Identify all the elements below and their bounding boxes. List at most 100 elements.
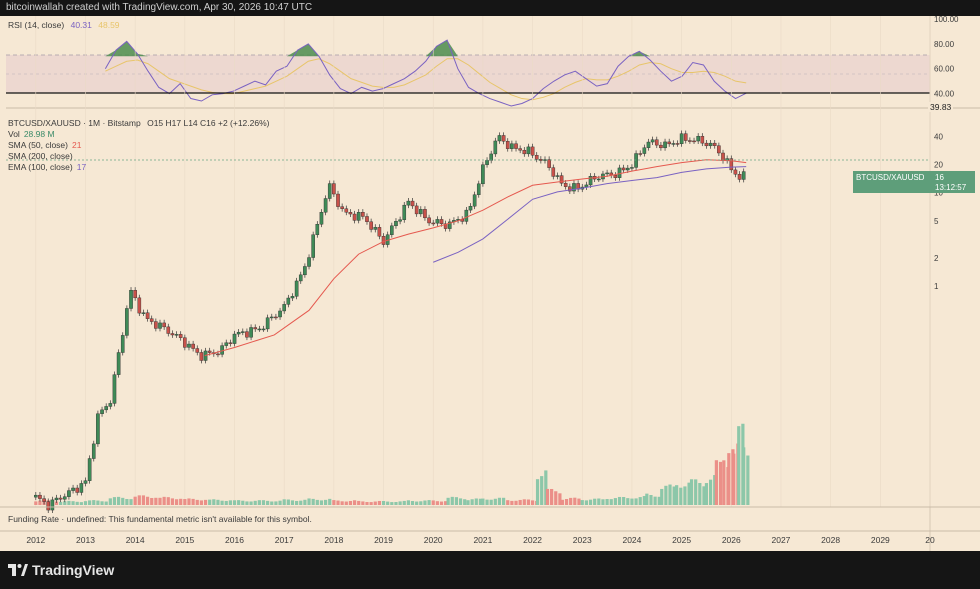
volume-bar: [410, 501, 415, 505]
volume-bar: [493, 498, 497, 505]
tradingview-brand[interactable]: TradingView: [32, 562, 115, 578]
volume-bar: [323, 499, 328, 505]
x-tick-label: 2029: [871, 535, 890, 545]
x-tick-label: 2026: [722, 535, 741, 545]
candle-body: [402, 204, 407, 220]
candle-body: [120, 335, 125, 353]
candle-body: [365, 216, 369, 222]
volume-bar: [203, 499, 208, 505]
volume-bar: [67, 500, 71, 505]
volume-bar: [290, 500, 295, 505]
candle-body: [419, 209, 423, 215]
candle-body: [290, 296, 295, 299]
volume-bar: [481, 498, 485, 505]
volume-bar: [653, 496, 657, 505]
candle-body: [737, 174, 742, 180]
candle-body: [282, 304, 286, 312]
time-axis[interactable]: 2012 2013 2014 2015 2016 2017 2018 2019 2020 2021…: [26, 535, 935, 545]
volume-bar: [282, 499, 286, 505]
volume-bar: [577, 498, 581, 505]
volume-bar: [307, 498, 311, 505]
candle-body: [352, 213, 357, 221]
volume-bar: [199, 500, 203, 505]
volume-bar: [406, 500, 410, 505]
tradingview-logo-icon: [8, 564, 28, 576]
candle-body: [278, 310, 282, 318]
volume-bar: [54, 501, 59, 505]
volume-bar: [584, 500, 588, 505]
volume-bar: [216, 499, 220, 505]
candle-body: [568, 186, 572, 192]
volume-bar: [550, 488, 554, 505]
candle-body: [75, 487, 80, 493]
candle-body: [617, 167, 622, 178]
footer: TradingView: [0, 551, 980, 589]
volume-bar: [328, 498, 332, 505]
candle-body: [505, 141, 510, 149]
volume-bar: [558, 493, 562, 505]
volume-bar: [369, 502, 373, 505]
volume-bar: [683, 486, 687, 505]
volume-bar: [75, 501, 79, 505]
vol-label: Vol: [8, 129, 20, 139]
volume-bar: [311, 498, 315, 505]
volume-bar: [506, 500, 510, 505]
volume-bar: [365, 502, 369, 505]
sma50-value: 21: [72, 140, 82, 150]
candle-body: [518, 148, 522, 151]
x-tick-label: 2019: [374, 535, 393, 545]
candle-body: [265, 317, 270, 330]
symbol-title[interactable]: BTCUSD/XAUUSD · 1M · Bitstamp: [8, 118, 141, 128]
volume-bar: [121, 497, 125, 505]
candle-body: [427, 217, 431, 224]
candle-body: [91, 443, 96, 459]
volume-bar: [679, 487, 683, 505]
candle-body: [116, 352, 121, 375]
candle-body: [435, 219, 440, 224]
candle-body: [240, 331, 245, 333]
y-tick-label: 20: [934, 161, 943, 170]
chart-card[interactable]: 40 20 10 5 2 1 100.00 80.00 60.00 40.00 2012 2013 2…: [0, 16, 980, 551]
candle-body: [642, 147, 647, 154]
candle-body: [514, 143, 518, 149]
candle-body: [510, 143, 514, 149]
price-tag-countdown: 13:12:57: [935, 183, 967, 192]
volume-bar: [336, 500, 340, 505]
candle-body: [332, 183, 336, 195]
volume-bar: [450, 496, 454, 505]
candle-body: [646, 141, 651, 148]
rsi-line: [104, 39, 747, 107]
volume-bar: [675, 485, 679, 505]
volume-bar: [108, 498, 112, 505]
main-legend: BTCUSD/XAUUSD · 1M · Bitstamp O15 H17 L1…: [8, 118, 269, 173]
price-axis[interactable]: 40 20 10 5 2 1 100.00 80.00 60.00 40.00: [934, 16, 959, 291]
volume-bar: [742, 447, 746, 505]
volume-bar: [535, 479, 540, 505]
volume-bar: [597, 498, 601, 505]
volume-bar: [129, 499, 133, 505]
candle-body: [79, 483, 84, 493]
candle-body: [96, 413, 100, 445]
volume-bar: [423, 500, 427, 505]
volume-bar: [340, 501, 344, 505]
candle-body: [410, 200, 415, 207]
candle-body: [431, 222, 436, 225]
candle-body: [348, 212, 353, 215]
candle-body: [530, 146, 535, 156]
volume-bar: [390, 502, 394, 505]
volume-bar: [518, 499, 522, 505]
volume-bar: [708, 479, 713, 505]
volume-bar: [510, 500, 514, 505]
volume-bar: [299, 500, 303, 505]
y-tick-label: 1: [934, 282, 939, 291]
volume-bar: [689, 479, 694, 505]
rsi-tick-label: 60.00: [934, 65, 955, 74]
volume-bar: [660, 488, 664, 505]
volume-bar: [626, 498, 630, 505]
candle-body: [170, 333, 175, 336]
rsi-current-tag: 39.83: [928, 102, 954, 112]
grid: [35, 16, 931, 507]
candle-body: [712, 142, 717, 146]
candle-body: [741, 171, 746, 180]
